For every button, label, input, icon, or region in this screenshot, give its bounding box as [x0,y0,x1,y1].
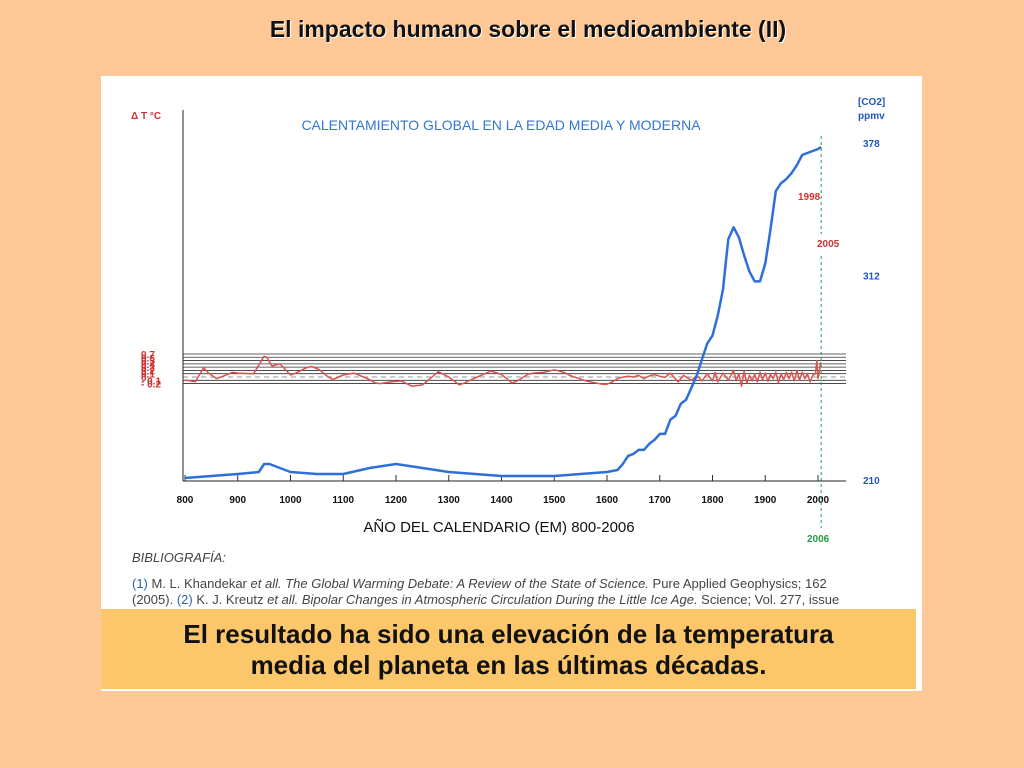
chart-ticks: 0.70.60.50.40.30.20.10- 0.1- 0.2 378 312 21… [141,139,880,506]
x-tick-label: 1200 [385,495,408,506]
annotation-1998: 1998 [798,192,821,203]
y-left-tick-label: 0.7 [141,350,155,361]
bibliography-heading: BIBLIOGRAFÍA: [132,550,226,565]
x-tick-label: 1900 [754,495,777,506]
y-left-tick-label: 0.4 [141,360,155,371]
y-left-tick-label: 0.5 [141,357,155,368]
content-panel: 0.7 0.6 0.5 0.4 0.3 0.2 0.1 0- 0.1- 0.2 378 312 21… [101,76,922,691]
ref-number-2: (2) [176,592,193,607]
x-tick-label: 800 [177,495,194,506]
conclusion-line-2: media del planeta en las últimas décadas… [250,650,767,680]
y-right-tick-label: 378 [863,139,880,150]
x-tick-label: 1300 [438,495,461,506]
y-right-tick-label: 210 [863,476,880,487]
annotation-2005: 2005 [817,239,840,250]
y-left-tick-label: 0.2 [141,366,155,377]
x-tick-label: 900 [229,495,246,506]
y-axis-left-label-text: T °C [138,111,161,122]
y-left-tick-label: 0.1 [141,370,155,381]
chart-title: CALENTAMIENTO GLOBAL EN LA EDAD MEDIA Y … [301,117,701,133]
y-left-tick-label: 0.3 [141,363,155,374]
x-tick-label: 1600 [596,495,619,506]
x-tick-label: 1100 [332,495,354,506]
x-tick-label: 1500 [543,495,566,506]
x-tick-label: 1000 [279,495,302,506]
annotation-2006: 2006 [807,534,830,545]
annotation-2005-bg [814,234,850,254]
bibliography-line-1: (1) M. L. Khandekar et all. The Global W… [132,576,827,591]
y-axis-left-label: Δ T °C [131,111,161,122]
x-tick-label: 1800 [701,495,724,506]
conclusion-banner: El resultado ha sido una elevación de la… [101,609,916,689]
x-tick-label: 1700 [649,495,672,506]
ref-number-1: (1) [132,576,148,591]
y-left-tick-label: - 0.1 [141,376,161,387]
y-left-tick-label: 0 [141,373,147,384]
x-tick-label: 2000 [807,495,830,506]
slide-title: El impacto humano sobre el medioambiente… [269,16,787,42]
co2-line [184,145,822,480]
y-left-tick-label: 0.6 [141,353,155,364]
y-axis-right-label-line2: ppmv [858,111,885,122]
temperature-co2-chart: 0.70.60.50.40.30.20.10- 0.1- 0.2 378 312 21… [131,97,885,545]
temperature-line [184,355,822,387]
y-left-tick-label: - 0.2 [141,380,161,391]
conclusion-line-1: El resultado ha sido una elevación de la… [183,619,834,649]
x-axis-label: AÑO DEL CALENDARIO (EM) 800-2006 [363,519,634,536]
bibliography-line-2: (2005). (2) K. J. Kreutz et all. Bipolar… [132,592,840,607]
bibliography: BIBLIOGRAFÍA: (1) M. L. Khandekar et all… [132,550,892,608]
chart-series [184,136,822,528]
x-tick-label: 1400 [490,495,513,506]
delta-symbol: Δ [131,111,138,122]
y-axis-right-label-line1: [CO2] [858,97,885,108]
y-right-tick-label: 312 [863,271,880,282]
plot-frame [182,110,846,482]
